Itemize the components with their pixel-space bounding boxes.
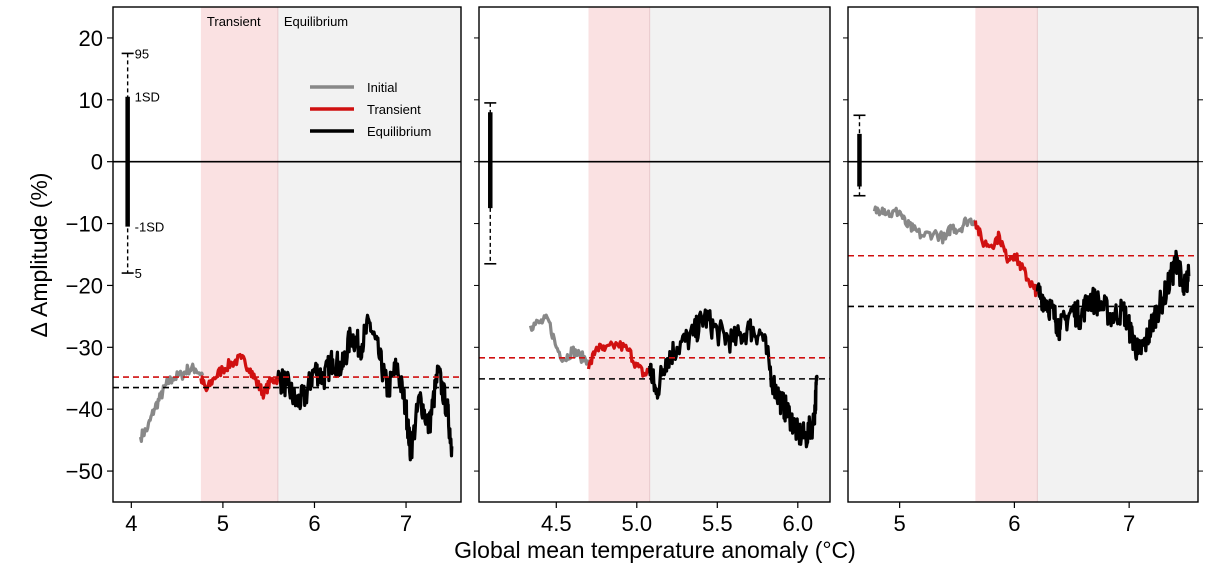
series-initial bbox=[138, 362, 205, 443]
x-tick-label: 5 bbox=[217, 511, 229, 536]
x-tick-label: 5 bbox=[894, 511, 906, 536]
x-tick-label: 5.5 bbox=[702, 511, 733, 536]
region-label-equilibrium: Equilibrium bbox=[284, 14, 348, 29]
range-bar-label-p5: 5 bbox=[135, 266, 142, 281]
y-tick-label: −40 bbox=[66, 397, 103, 422]
legend-label-equilibrium: Equilibrium bbox=[367, 124, 431, 139]
plot-area bbox=[848, 7, 1198, 502]
series-equilibrium bbox=[1035, 249, 1191, 361]
region-label-transient: Transient bbox=[207, 14, 261, 29]
range-bar-label-sd-plus: 1SD bbox=[135, 90, 160, 105]
panel-frame bbox=[847, 6, 1199, 503]
y-tick-label: 0 bbox=[91, 150, 103, 175]
y-tick-label: −50 bbox=[66, 459, 103, 484]
series-initial bbox=[872, 205, 977, 245]
series-initial bbox=[528, 313, 591, 366]
x-tick-label: 6 bbox=[1008, 511, 1020, 536]
legend-label-transient: Transient bbox=[367, 102, 421, 117]
region-transient bbox=[200, 7, 278, 502]
y-tick-label: −20 bbox=[66, 273, 103, 298]
panel-2: 4.5 5.0 5.5 6.0 bbox=[474, 6, 831, 536]
panel-1: 95 1SD -1SD 5 Transient Equilibrium 4 5 6 7 20 10 0 −… bbox=[66, 6, 462, 536]
panel-frame bbox=[112, 6, 462, 503]
x-tick-label: 6 bbox=[308, 511, 320, 536]
x-tick-label: 5.0 bbox=[621, 511, 652, 536]
x-tick-label: 7 bbox=[400, 511, 412, 536]
x-tick-label: 6.0 bbox=[783, 511, 814, 536]
legend-label-initial: Initial bbox=[367, 80, 397, 95]
region-equilibrium bbox=[649, 7, 830, 502]
series-equilibrium bbox=[648, 308, 819, 449]
series-transient bbox=[586, 340, 651, 378]
series-equilibrium bbox=[276, 313, 454, 462]
panel-3: 5 6 7 bbox=[843, 6, 1203, 536]
y-tick-label: −30 bbox=[66, 335, 103, 360]
series-transient bbox=[973, 220, 1039, 298]
panels: 95 1SD -1SD 5 Transient Equilibrium 4 5 6 7 20 10 0 −… bbox=[66, 6, 1203, 536]
x-tick-label: 4.5 bbox=[541, 511, 572, 536]
y-axis-title: Δ Amplitude (%) bbox=[26, 173, 52, 338]
x-axis-title: Global mean temperature anomaly (°C) bbox=[454, 537, 856, 563]
range-bar-label-sd-minus: -1SD bbox=[135, 220, 165, 235]
region-equilibrium bbox=[1037, 7, 1198, 502]
y-tick-label: −10 bbox=[66, 212, 103, 237]
range-bar-label-p95: 95 bbox=[135, 46, 149, 61]
y-tick-label: 10 bbox=[79, 88, 103, 113]
series-transient bbox=[199, 353, 280, 400]
plot-area bbox=[479, 7, 830, 502]
x-tick-label: 7 bbox=[1123, 511, 1135, 536]
panel-frame bbox=[478, 6, 831, 503]
x-tick-label: 4 bbox=[125, 511, 137, 536]
plot-area bbox=[113, 7, 461, 502]
region-transient bbox=[588, 7, 650, 502]
y-tick-label: 20 bbox=[79, 26, 103, 51]
